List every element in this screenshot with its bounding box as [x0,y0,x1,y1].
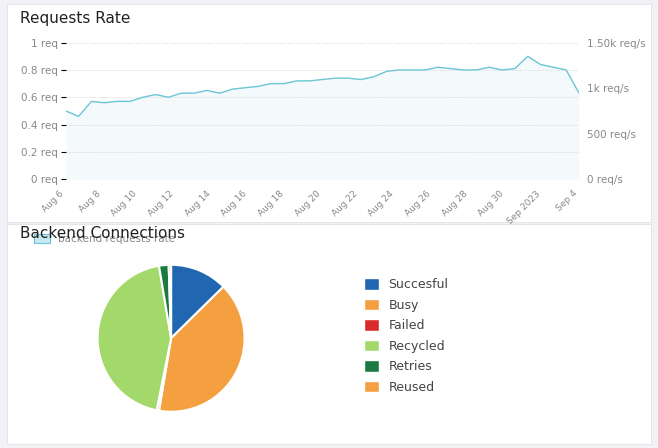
Legend: Succesful, Busy, Failed, Recycled, Retries, Reused: Succesful, Busy, Failed, Recycled, Retri… [363,278,449,394]
Wedge shape [168,265,171,338]
Legend: backend requests rate: backend requests rate [30,230,180,249]
Wedge shape [157,338,171,411]
Wedge shape [159,265,171,338]
Wedge shape [159,287,245,412]
Text: Backend Connections: Backend Connections [20,226,185,241]
Wedge shape [97,266,171,410]
Text: Requests Rate: Requests Rate [20,11,130,26]
Wedge shape [171,265,224,338]
